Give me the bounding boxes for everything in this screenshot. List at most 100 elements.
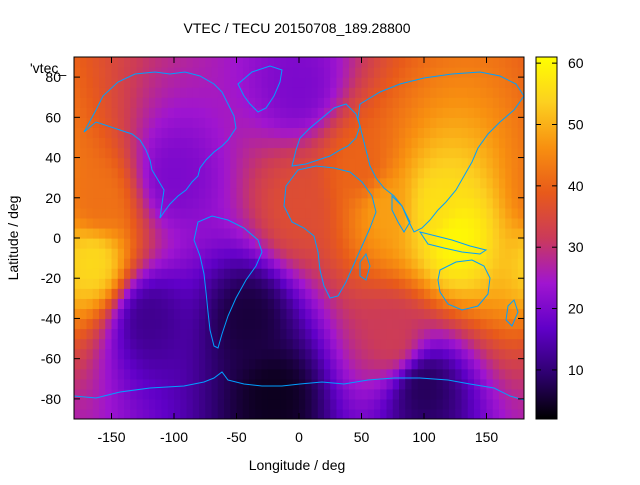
heatmap-cell <box>249 348 256 360</box>
heatmap-cell <box>117 57 125 68</box>
heatmap-cell <box>217 318 225 330</box>
heatmap-cell <box>155 348 163 360</box>
heatmap-cell <box>449 177 456 189</box>
heatmap-cell <box>505 298 513 309</box>
heatmap-cell <box>411 67 419 78</box>
heatmap-cell <box>399 338 406 350</box>
heatmap-cell <box>405 328 413 340</box>
heatmap-cell <box>467 368 475 380</box>
heatmap-cell <box>205 77 213 88</box>
heatmap-cell <box>217 147 225 159</box>
heatmap-cell <box>74 67 81 78</box>
heatmap-cell <box>130 298 138 309</box>
heatmap-cell <box>492 338 500 350</box>
heatmap-cell <box>174 177 181 189</box>
heatmap-cell <box>280 318 288 330</box>
heatmap-cell <box>492 258 500 269</box>
heatmap-cell <box>155 117 163 128</box>
heatmap-cell <box>155 258 163 269</box>
heatmap-cell <box>217 87 225 98</box>
heatmap-cell <box>186 107 194 118</box>
heatmap-cell <box>405 378 413 390</box>
heatmap-cell <box>105 207 113 219</box>
heatmap-cell <box>486 288 494 299</box>
heatmap-cell <box>80 57 88 68</box>
heatmap-cell <box>174 408 181 419</box>
heatmap-cell <box>292 408 300 419</box>
heatmap-cell <box>236 127 244 139</box>
heatmap-cell <box>511 177 519 189</box>
heatmap-cell <box>499 358 506 370</box>
heatmap-cell <box>317 137 325 149</box>
heatmap-cell <box>467 318 475 330</box>
heatmap-cell <box>349 318 356 330</box>
heatmap-cell <box>186 268 194 279</box>
heatmap-cell <box>261 318 269 330</box>
heatmap-cell <box>274 248 281 259</box>
heatmap-cell <box>417 358 425 370</box>
heatmap-cell <box>324 298 331 309</box>
heatmap-cell <box>230 77 238 88</box>
heatmap-cell <box>74 308 81 320</box>
heatmap-cell <box>449 57 456 68</box>
heatmap-cell <box>217 358 225 370</box>
heatmap-cell <box>117 318 125 330</box>
heatmap-cell <box>217 338 225 350</box>
heatmap-cell <box>261 127 269 139</box>
heatmap-cell <box>261 87 269 98</box>
heatmap-cell <box>361 177 369 189</box>
heatmap-cell <box>517 308 524 320</box>
heatmap-cell <box>305 388 313 400</box>
heatmap-cell <box>111 328 119 340</box>
heatmap-cell <box>330 378 338 390</box>
heatmap-cell <box>461 398 469 410</box>
heatmap-cell <box>367 398 375 410</box>
heatmap-cell <box>224 398 231 410</box>
heatmap-cell <box>111 117 119 128</box>
heatmap-cell <box>280 127 288 139</box>
heatmap-cell <box>386 338 394 350</box>
heatmap-cell <box>361 137 369 149</box>
heatmap-cell <box>292 318 300 330</box>
heatmap-cell <box>230 368 238 380</box>
heatmap-cell <box>436 378 444 390</box>
heatmap-cell <box>436 147 444 159</box>
heatmap-cell <box>267 57 275 68</box>
heatmap-cell <box>236 278 244 289</box>
heatmap-cell <box>211 338 219 350</box>
heatmap-cell <box>342 348 350 360</box>
heatmap-cell <box>124 97 131 108</box>
heatmap-cell <box>280 147 288 159</box>
heatmap-cell <box>161 87 169 98</box>
heatmap-cell <box>274 207 281 219</box>
heatmap-cell <box>355 268 363 279</box>
heatmap-cell <box>86 77 94 88</box>
heatmap-cell <box>205 107 213 118</box>
heatmap-cell <box>205 358 213 370</box>
heatmap-cell <box>161 117 169 128</box>
heatmap-cell <box>324 398 331 410</box>
heatmap-cell <box>367 107 375 118</box>
heatmap-cell <box>442 278 450 289</box>
heatmap-cell <box>380 258 388 269</box>
heatmap-cell <box>142 217 150 229</box>
heatmap-cell <box>449 298 456 309</box>
heatmap-cell <box>392 217 400 229</box>
heatmap-cell <box>174 248 181 259</box>
heatmap-cell <box>311 77 319 88</box>
heatmap-cell <box>505 77 513 88</box>
heatmap-cell <box>430 167 438 179</box>
heatmap-cell <box>342 57 350 68</box>
heatmap-cell <box>461 298 469 309</box>
heatmap-cell <box>474 57 481 68</box>
heatmap-cell <box>149 398 156 410</box>
heatmap-cell <box>136 328 144 340</box>
heatmap-cell <box>305 308 313 320</box>
heatmap-cell <box>430 147 438 159</box>
heatmap-cell <box>205 368 213 380</box>
heatmap-cell <box>249 147 256 159</box>
heatmap-cell <box>411 238 419 249</box>
heatmap-cell <box>511 238 519 249</box>
heatmap-cell <box>299 408 306 419</box>
heatmap-cell <box>180 278 188 289</box>
